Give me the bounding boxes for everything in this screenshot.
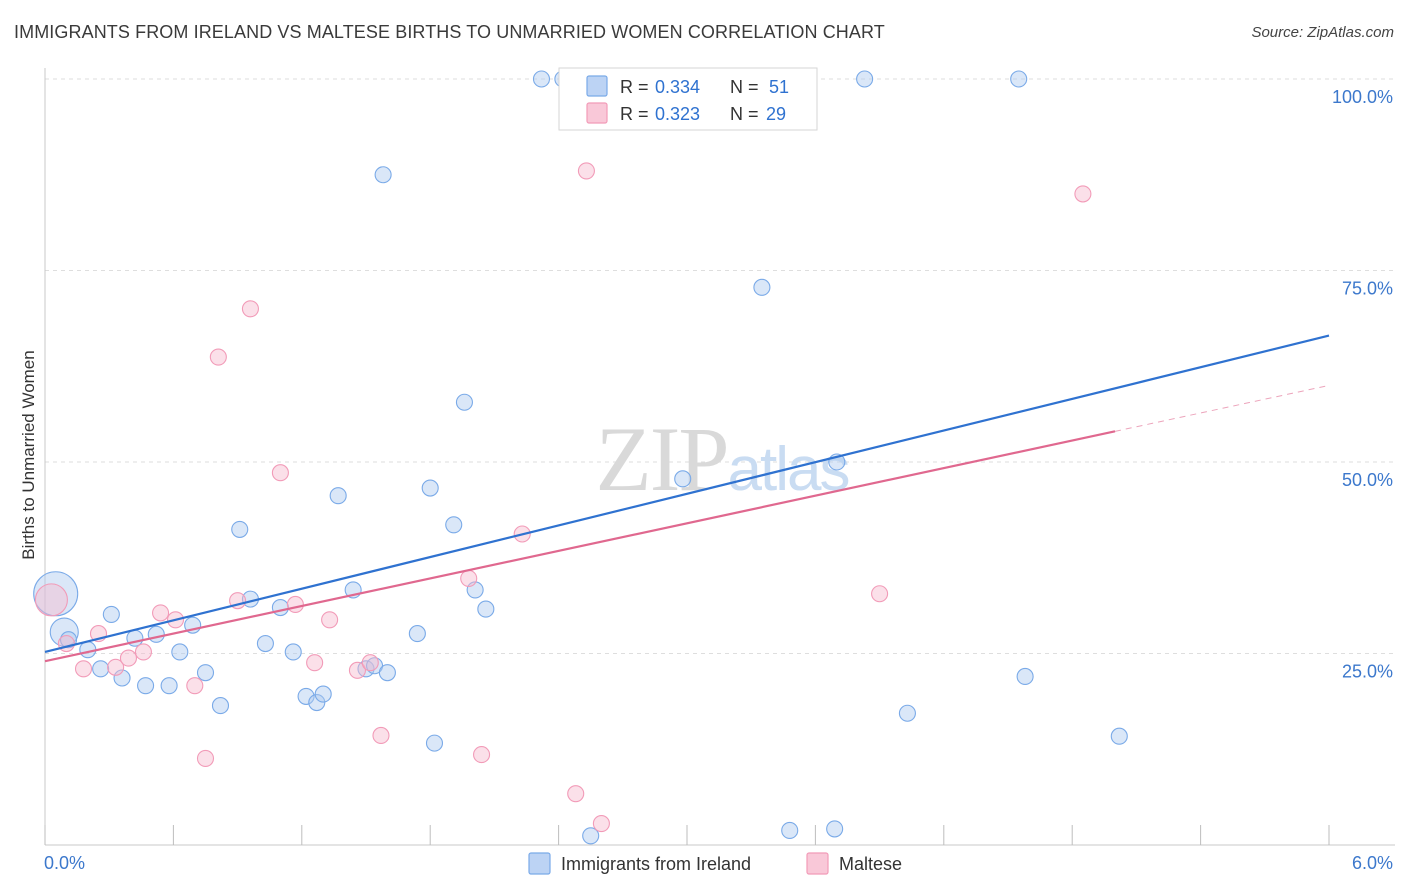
data-point-maltese	[74, 660, 93, 678]
data-point-ireland	[160, 677, 178, 695]
data-point-maltese	[286, 595, 304, 614]
data-point-maltese	[473, 746, 491, 764]
data-point-ireland	[284, 643, 302, 661]
chart-source: Source: ZipAtlas.com	[1251, 24, 1394, 41]
data-point-ireland	[425, 734, 444, 752]
legend-n-value-ireland: 51	[769, 77, 789, 97]
y-tick-label: 75.0%	[1342, 279, 1393, 299]
data-point-ireland	[314, 685, 332, 703]
data-point-ireland	[147, 625, 165, 643]
data-point-maltese	[577, 162, 595, 180]
bottom-legend-label-ireland: Immigrants from Ireland	[561, 854, 751, 874]
data-point-ireland	[1010, 70, 1028, 88]
data-point-maltese	[567, 785, 585, 803]
data-point-maltese	[321, 611, 339, 629]
data-point-maltese	[1074, 185, 1092, 203]
legend-n-label-maltese: N =	[730, 104, 764, 124]
data-point-maltese	[134, 643, 152, 661]
data-point-maltese	[209, 348, 227, 366]
trend-line-maltese	[44, 430, 1116, 663]
data-point-maltese	[107, 658, 125, 676]
legend-swatch-ireland	[586, 75, 608, 97]
legend-n-label-ireland: N =	[730, 77, 764, 97]
data-point-ireland	[374, 166, 392, 184]
data-point-ireland	[271, 598, 289, 617]
data-point-ireland	[421, 479, 439, 497]
data-point-maltese	[119, 649, 138, 667]
legend-swatch-maltese	[586, 102, 608, 124]
trend-layer	[44, 334, 1330, 663]
data-point-ireland	[171, 643, 189, 661]
data-point-ireland	[297, 687, 315, 705]
data-point-maltese	[361, 654, 379, 672]
data-point-ireland	[378, 664, 396, 682]
y-axis-label: Births to Unmarried Women	[19, 350, 38, 559]
data-point-ireland	[532, 70, 551, 88]
data-point-ireland	[137, 677, 155, 695]
bottom-legend-swatch-maltese	[806, 852, 829, 875]
data-point-ireland	[231, 520, 249, 538]
data-point-maltese	[348, 661, 366, 679]
data-point-maltese	[592, 815, 610, 833]
bottom-legend-swatch-ireland	[528, 852, 551, 875]
ticks-layer: 25.0% 50.0% 75.0% 100.0% 0.0% 6.0%	[44, 87, 1393, 873]
data-point-maltese	[871, 585, 889, 603]
grid-layer	[45, 78, 1395, 654]
data-point-ireland	[408, 625, 426, 643]
legend-r-label-maltese: R =	[620, 104, 654, 124]
legend-r-value-ireland: 0.334	[655, 77, 700, 97]
data-point-maltese	[271, 464, 289, 482]
axes-layer	[44, 68, 1395, 846]
legend-r-value-maltese: 0.323	[655, 104, 700, 124]
data-point-ireland	[113, 669, 131, 687]
data-point-ireland	[329, 487, 347, 505]
data-point-ireland	[856, 70, 874, 88]
data-point-maltese	[241, 300, 259, 318]
stats-legend: R = 0.334 N = 51 R = 0.323 N = 29	[558, 67, 818, 131]
data-point-ireland	[196, 664, 215, 682]
data-point-maltese	[372, 726, 390, 745]
data-point-ireland	[1016, 667, 1034, 686]
data-point-ireland	[455, 393, 473, 411]
legend-r-label-ireland: R =	[620, 77, 654, 97]
trend-line-ireland	[44, 334, 1330, 654]
data-point-ireland	[445, 516, 463, 534]
data-point-ireland	[826, 820, 844, 838]
data-point-ireland	[477, 600, 495, 618]
data-point-maltese	[306, 654, 324, 672]
data-point-ireland	[308, 693, 326, 712]
data-point-ireland	[753, 278, 771, 296]
x-tick-label: 6.0%	[1352, 853, 1393, 873]
data-point-maltese	[152, 604, 170, 622]
watermark: ZIPatlas	[596, 408, 849, 510]
data-point-ireland	[211, 697, 230, 715]
data-point-maltese	[186, 677, 204, 695]
bottom-legend-label-maltese: Maltese	[839, 854, 902, 874]
series-legend: Immigrants from Ireland Maltese	[528, 852, 902, 875]
data-point-ireland	[582, 827, 600, 845]
data-point-maltese	[34, 583, 68, 617]
data-point-ireland	[256, 634, 274, 653]
trend-line-maltese-extension	[1114, 384, 1330, 432]
chart-title: IMMIGRANTS FROM IRELAND VS MALTESE BIRTH…	[14, 22, 885, 42]
y-tick-label: 100.0%	[1332, 87, 1393, 107]
points-layer	[33, 70, 1128, 845]
data-point-maltese	[460, 569, 478, 587]
data-point-ireland	[898, 704, 916, 722]
y-tick-label: 25.0%	[1342, 662, 1393, 682]
x-tick-label: 0.0%	[44, 853, 85, 873]
data-point-ireland	[92, 660, 110, 678]
legend-n-value-maltese: 29	[766, 104, 786, 124]
data-point-ireland	[674, 470, 692, 488]
data-point-maltese	[196, 749, 215, 767]
data-point-ireland	[1110, 727, 1128, 745]
data-point-ireland	[781, 821, 799, 839]
data-point-ireland	[102, 605, 120, 623]
y-tick-label: 50.0%	[1342, 470, 1393, 490]
